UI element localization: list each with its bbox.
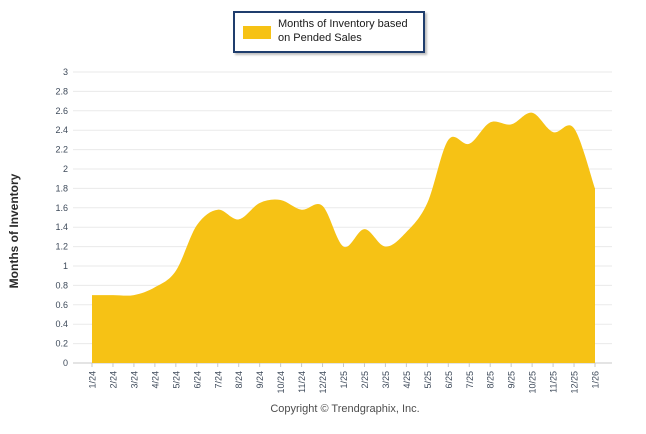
- x-tick-label: 4/25: [402, 371, 412, 389]
- x-tick-label: 2/25: [360, 371, 370, 389]
- y-tick-label: 1.4: [55, 222, 68, 232]
- x-tick-label: 1/26: [591, 371, 601, 389]
- area-series: [92, 112, 595, 363]
- x-tick-label: 4/24: [150, 371, 160, 389]
- y-tick-label: 0: [63, 358, 68, 368]
- y-tick-label: 2.4: [55, 125, 68, 135]
- y-tick-label: 1.6: [55, 203, 68, 213]
- x-tick-label: 8/25: [486, 371, 496, 389]
- y-tick-label: 2: [63, 164, 68, 174]
- x-tick-label: 11/24: [297, 371, 307, 393]
- x-tick-label: 5/25: [423, 371, 433, 389]
- x-tick-label: 7/25: [465, 371, 475, 389]
- x-tick-label: 3/24: [129, 371, 139, 389]
- x-tick-label: 10/25: [528, 371, 538, 394]
- x-tick-label: 6/25: [444, 371, 454, 389]
- x-tick-label: 7/24: [213, 371, 223, 389]
- y-tick-label: 3: [63, 67, 68, 77]
- x-tick-label: 3/25: [381, 371, 391, 389]
- legend: Months of Inventory based on Pended Sale…: [233, 11, 425, 53]
- x-tick-label: 12/25: [570, 371, 580, 394]
- x-tick-label: 12/24: [318, 371, 328, 394]
- y-tick-label: 2.2: [55, 145, 68, 155]
- x-tick-label: 11/25: [549, 371, 559, 393]
- y-tick-label: 2.6: [55, 106, 68, 116]
- y-tick-label: 0.2: [55, 339, 68, 349]
- x-tick-label: 9/25: [507, 371, 517, 389]
- legend-swatch-icon: [243, 25, 271, 39]
- y-tick-label: 1.2: [55, 242, 68, 252]
- x-tick-label: 5/24: [171, 371, 181, 389]
- x-tick-label: 6/24: [192, 371, 202, 389]
- y-tick-label: 0.6: [55, 300, 68, 310]
- y-tick-label: 1.8: [55, 183, 68, 193]
- copyright-text: Copyright © Trendgraphix, Inc.: [270, 403, 420, 415]
- legend-label: Months of Inventory based on Pended Sale…: [278, 18, 408, 44]
- y-tick-label: 0.4: [55, 319, 68, 329]
- x-tick-label: 2/24: [108, 371, 118, 389]
- y-axis-title: Months of Inventory: [7, 173, 21, 289]
- x-tick-label: 9/24: [255, 371, 265, 389]
- x-tick-label: 8/24: [234, 371, 244, 389]
- y-tick-label: 2.8: [55, 86, 68, 96]
- y-tick-label: 0.8: [55, 280, 68, 290]
- x-tick-label: 1/24: [88, 371, 98, 389]
- x-tick-label: 1/25: [339, 371, 349, 389]
- y-tick-label: 1: [63, 261, 68, 271]
- x-tick-label: 10/24: [276, 371, 286, 394]
